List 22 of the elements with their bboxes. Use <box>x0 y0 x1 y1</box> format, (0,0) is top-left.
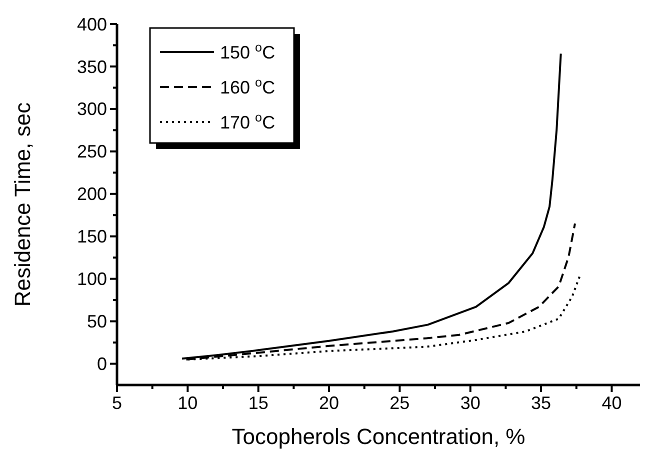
y-tick-label: 400 <box>76 14 107 34</box>
x-tick-label: 5 <box>112 393 122 413</box>
legend-label: 170 $^{o}$C <box>220 110 276 132</box>
x-tick-label: 30 <box>460 393 480 413</box>
x-tick-label: 25 <box>390 393 410 413</box>
y-tick-label: 300 <box>76 99 107 120</box>
y-tick-label: 350 <box>76 56 107 77</box>
y-tick-label: 0 <box>96 354 107 374</box>
x-axis-title: Tocopherols Concentration, % <box>232 424 526 449</box>
x-tick-label: 20 <box>319 393 340 413</box>
y-tick-label: 50 <box>86 312 107 332</box>
y-tick-label: 100 <box>76 269 107 290</box>
legend-label: 160 $^{o}$C <box>220 75 276 98</box>
x-tick-label: 15 <box>248 393 268 413</box>
x-tick-label: 40 <box>602 393 622 413</box>
x-tick-label: 10 <box>178 393 198 413</box>
y-tick-label: 150 <box>76 226 107 247</box>
x-tick-label: 35 <box>531 393 552 413</box>
y-axis-title: Residence Time, sec <box>10 102 35 307</box>
y-tick-label: 200 <box>76 184 107 204</box>
y-tick-label: 250 <box>76 142 107 162</box>
legend-label: 150 $^{o}$C <box>220 40 276 62</box>
